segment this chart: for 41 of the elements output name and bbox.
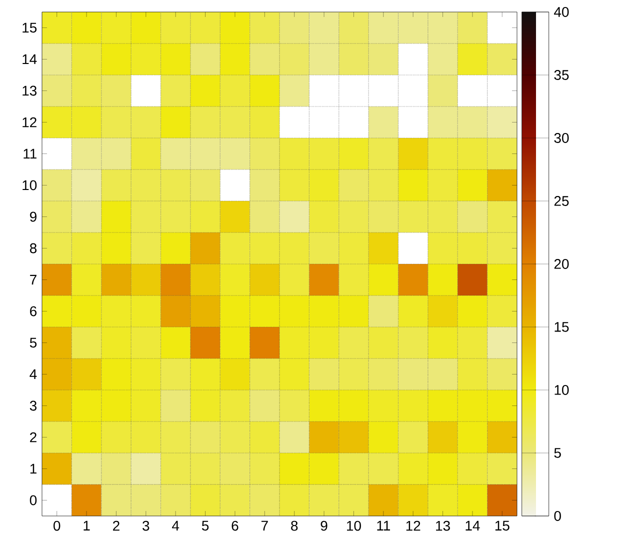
y-tick-label: 9 [30,212,36,222]
y-tick-label: 4 [30,369,37,380]
x-tick-label: 6 [232,520,238,531]
y-tick-label: 6 [30,306,37,316]
x-tick-label: 12 [406,520,420,531]
color-bar-label: 35 [554,70,569,80]
x-tick-label: 8 [291,520,298,531]
x-tick-label: 5 [202,520,209,531]
x-tick-label: 1 [84,520,90,530]
x-tick-label: 15 [495,520,510,531]
y-tick-label: 1 [30,464,36,474]
y-tick-label: 10 [22,180,37,190]
x-tick-label: 4 [172,520,180,530]
y-tick-label: 8 [30,243,37,254]
y-tick-label: 7 [30,274,36,285]
color-bar-label: 40 [554,7,569,17]
color-bar-label: 30 [554,133,569,143]
y-tick-label: 2 [30,432,36,442]
y-tick-label: 11 [24,148,36,159]
y-tick-label: 12 [22,117,36,128]
x-tick-label: 2 [113,520,120,531]
x-tick-label: 3 [142,520,150,531]
y-tick-label: 5 [30,338,37,348]
x-tick-label: 10 [347,520,361,531]
y-tick-label: 15 [22,22,37,33]
color-bar-label: 25 [554,196,569,206]
x-tick-label: 7 [261,520,268,530]
color-bar-label: 15 [554,322,569,332]
x-tick-label: 11 [377,520,390,530]
x-tick-label: 0 [54,520,60,531]
x-tick-label: 9 [320,520,328,531]
y-tick-label: 0 [30,495,37,506]
x-tick-label: 14 [466,520,480,530]
color-bar-label: 20 [554,259,569,269]
color-bar-label: 10 [554,385,569,395]
color-bar-label: 5 [554,448,561,458]
y-tick-label: 14 [22,54,37,64]
color-bar-label: 0 [554,511,561,521]
y-tick-label: 13 [22,86,37,96]
y-tick-label: 3 [30,400,37,411]
x-tick-label: 13 [436,520,450,531]
